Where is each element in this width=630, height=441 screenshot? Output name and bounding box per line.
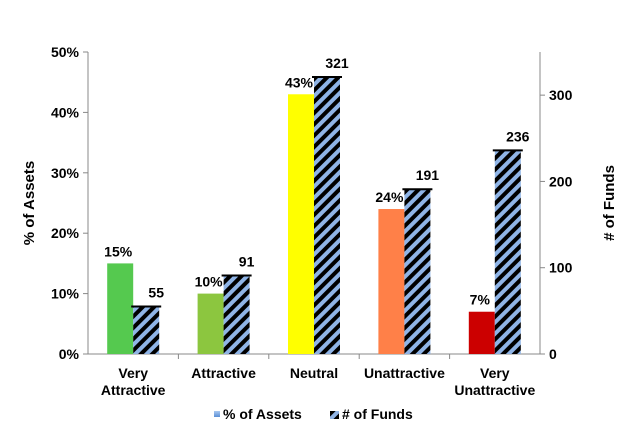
bar-assets <box>468 311 495 354</box>
y-right-tick-label: 200 <box>549 173 573 189</box>
legend-label-assets: % of Assets <box>223 406 302 422</box>
y-left-tick-label: 50% <box>51 44 80 60</box>
legend-swatch-assets <box>214 411 220 417</box>
y-left-tick-label: 0% <box>59 346 80 362</box>
data-label-funds: 55 <box>148 285 164 301</box>
data-label-funds: 236 <box>506 128 530 144</box>
y-axis-right-title: # of Funds <box>601 165 618 241</box>
legend-swatch-funds <box>330 411 339 419</box>
data-label-assets: 43% <box>285 74 314 90</box>
bar-assets <box>197 293 224 354</box>
bar-funds <box>404 189 431 354</box>
bar-funds <box>314 77 340 354</box>
x-tick-label: Attractive <box>191 365 256 381</box>
data-label-funds: 91 <box>239 253 255 269</box>
y-left-tick-label: 30% <box>51 165 80 181</box>
x-tick-label: Neutral <box>290 365 338 381</box>
x-tick-label: Very <box>118 365 148 381</box>
x-tick-label: Unattractive <box>454 382 535 398</box>
bar-assets <box>378 209 405 354</box>
x-tick-label: Unattractive <box>364 365 445 381</box>
bar-assets <box>288 94 314 354</box>
bar-funds <box>133 306 160 354</box>
bar-assets <box>107 263 134 354</box>
y-right-tick-label: 0 <box>549 346 557 362</box>
bar-funds <box>223 275 250 354</box>
data-label-funds: 191 <box>416 167 440 183</box>
y-axis-left-title: % of Assets <box>21 161 38 245</box>
y-left-tick-label: 20% <box>51 225 80 241</box>
data-label-assets: 7% <box>470 292 491 308</box>
data-label-funds: 321 <box>325 55 349 71</box>
y-right-tick-label: 100 <box>549 260 573 276</box>
y-right-tick-label: 300 <box>549 87 573 103</box>
bars <box>107 76 523 354</box>
x-tick-label: Attractive <box>101 382 166 398</box>
data-label-assets: 24% <box>375 189 404 205</box>
y-left-tick-label: 40% <box>51 104 80 120</box>
axes: 0%10%20%30%40%50%0100200300VeryAttractiv… <box>51 44 573 398</box>
data-label-assets: 10% <box>195 274 224 290</box>
data-label-assets: 15% <box>104 243 133 259</box>
y-left-tick-label: 10% <box>51 286 80 302</box>
x-tick-label: Very <box>480 365 510 381</box>
data-labels: 15% 55 10% 91 43% 321 24% 191 7% 236 <box>104 55 530 308</box>
bar-funds <box>494 150 521 354</box>
legend: % of Assets # of Funds <box>214 406 413 422</box>
legend-label-funds: # of Funds <box>342 406 413 422</box>
